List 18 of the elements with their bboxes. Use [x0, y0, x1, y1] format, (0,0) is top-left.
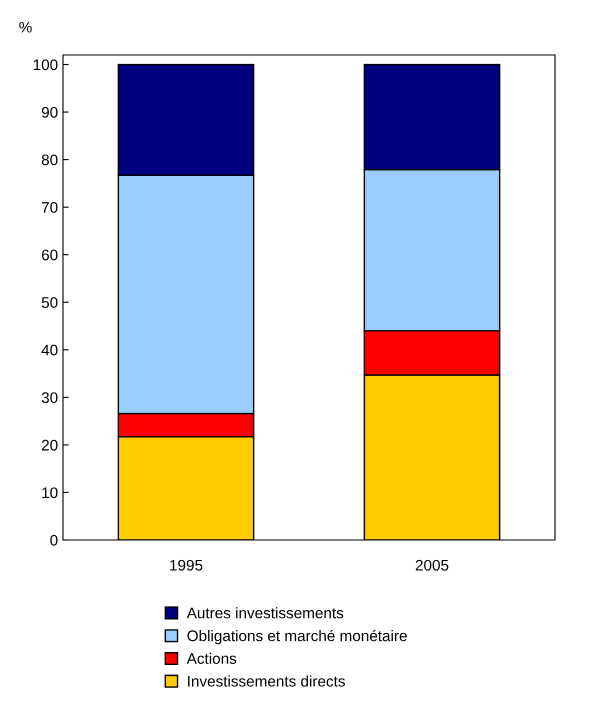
- y-tick-label: 20: [42, 440, 58, 451]
- legend-label: Investissements directs: [188, 675, 345, 687]
- y-tick-label: 30: [42, 392, 58, 404]
- legend-label: Actions: [186, 652, 236, 664]
- legend-label: Obligations et marché monétaire: [187, 630, 407, 644]
- y-tick-label: 60: [42, 250, 58, 260]
- y-tick-label: 50: [42, 297, 58, 308]
- x-tick-label: 2005: [416, 560, 448, 571]
- y-tick-label: 90: [42, 106, 58, 118]
- y-tick-label: 70: [42, 202, 58, 213]
- y-tick-label: 80: [42, 154, 58, 166]
- y-axis-title: %: [19, 22, 32, 33]
- y-tick-label: 0: [50, 534, 58, 546]
- legend-label: Autres investissements: [186, 607, 344, 618]
- y-tick-label: 40: [42, 344, 58, 356]
- y-tick-label: 10: [42, 487, 58, 498]
- x-tick-label: 1995: [170, 560, 202, 571]
- y-tick-label: 100: [34, 59, 58, 70]
